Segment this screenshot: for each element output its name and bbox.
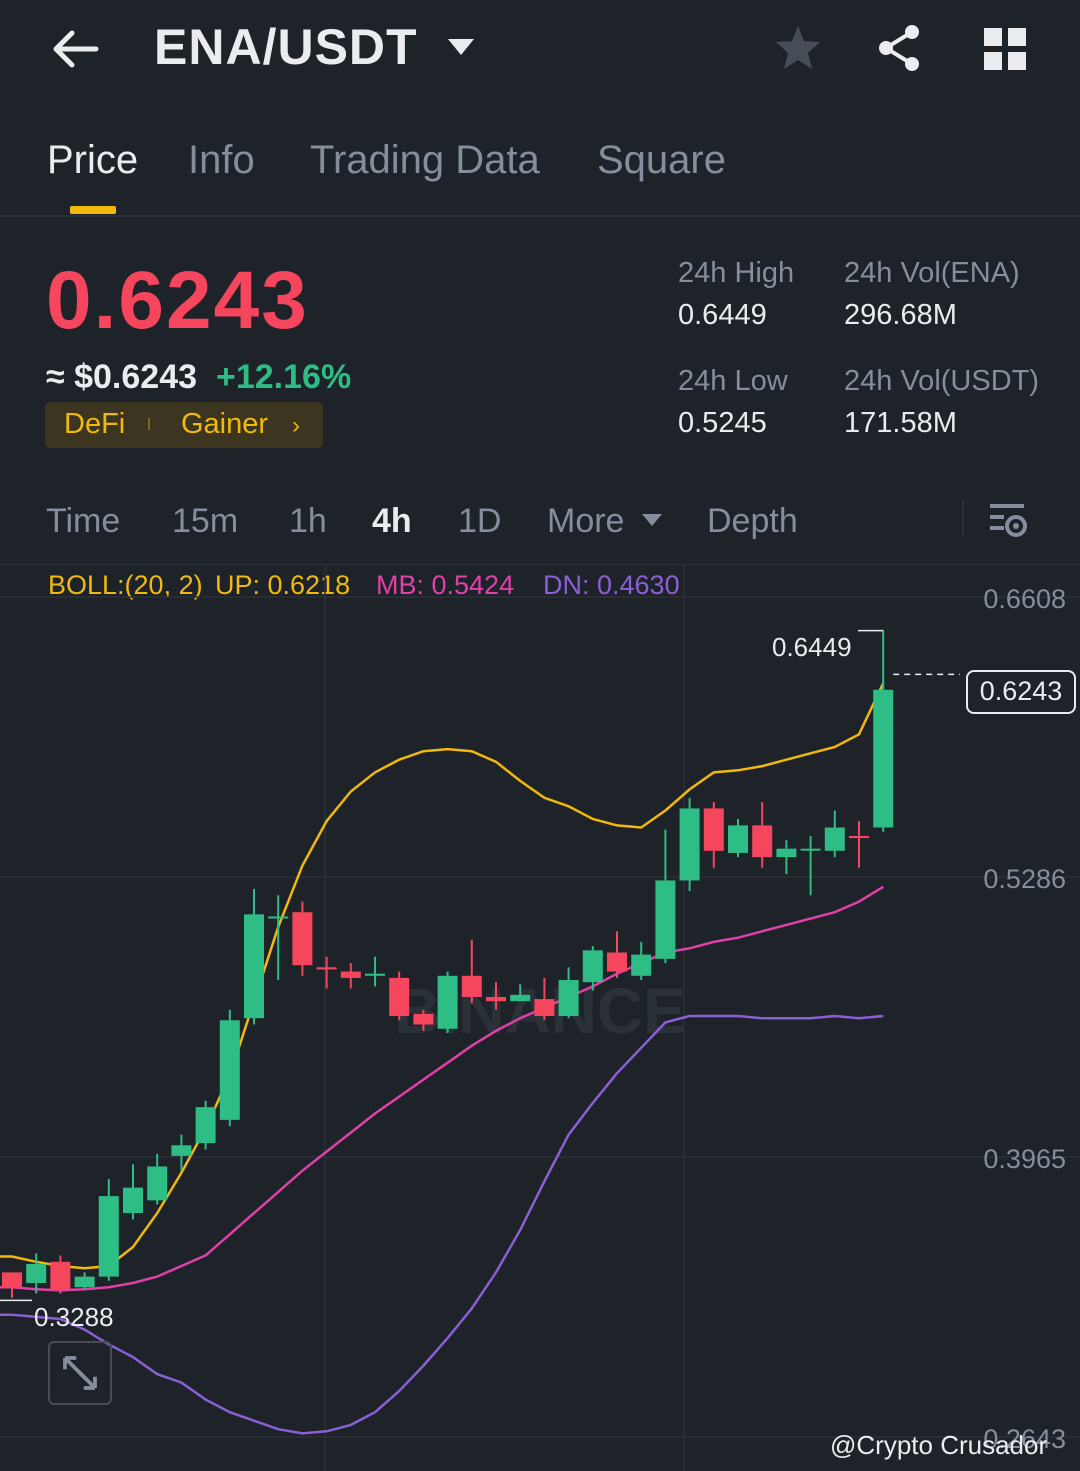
- tab-info[interactable]: Info: [188, 138, 255, 182]
- candle-body: [486, 996, 506, 1002]
- candle-body: [534, 999, 555, 1017]
- candle-body: [558, 980, 579, 1017]
- chart-settings-icon[interactable]: [986, 498, 1030, 542]
- candle-body: [873, 689, 894, 828]
- candle-body: [510, 994, 531, 1002]
- y-axis-label: 0.2643: [983, 1424, 1066, 1454]
- candle-body: [389, 977, 410, 1017]
- author-watermark: @Crypto Crusador: [830, 1430, 1048, 1460]
- candle-body: [679, 808, 700, 881]
- candle-body: [171, 1145, 192, 1156]
- tab-trading-data[interactable]: Trading Data: [310, 138, 540, 182]
- high-marker-label: 0.6449: [772, 632, 852, 662]
- candle-body: [292, 912, 313, 966]
- candle-body: [123, 1187, 143, 1214]
- candle-body: [461, 975, 482, 997]
- y-axis-label: 0.5286: [983, 864, 1066, 894]
- candle-body: [244, 914, 264, 1019]
- stat-vol-usdt-label: 24h Vol(USDT): [844, 365, 1040, 397]
- candle-body: [800, 848, 821, 851]
- stat-high-label: 24h High: [678, 257, 795, 289]
- timeframe-1h[interactable]: 1h: [289, 502, 327, 540]
- stat-low-value: 0.5245: [678, 407, 767, 439]
- candle-body: [824, 827, 845, 851]
- candle-body: [607, 952, 627, 972]
- stat-vol-usdt-value: 171.58M: [844, 407, 957, 439]
- boll-dn-line: [0, 1014, 884, 1435]
- tab-price[interactable]: Price: [47, 138, 139, 182]
- tag-pill[interactable]: [45, 402, 323, 448]
- boll-mb: MB: 0.5424: [376, 570, 515, 600]
- timeframe-1d[interactable]: 1D: [458, 502, 502, 540]
- last-price: 0.6243: [46, 255, 309, 346]
- candle-body: [849, 835, 869, 839]
- boll-dn: DN: 0.4630: [543, 570, 680, 600]
- tag-separator: [148, 418, 150, 430]
- low-marker-label: 0.3288: [34, 1302, 114, 1332]
- candlestick-chart[interactable]: BINANCE: [0, 565, 1080, 1471]
- share-icon[interactable]: [874, 22, 926, 74]
- pair-title[interactable]: ENA/USDT: [154, 19, 418, 75]
- candle-body: [437, 975, 458, 1029]
- candle-body: [752, 825, 773, 858]
- candle-body: [340, 971, 361, 978]
- toolbar-divider: [962, 500, 964, 536]
- current-price-badge: [966, 670, 1076, 714]
- back-arrow-icon[interactable]: [48, 22, 102, 76]
- active-tab-indicator: [70, 206, 116, 214]
- boll-up: UP: 0.6218: [215, 570, 351, 600]
- change-percent: +12.16%: [216, 358, 352, 396]
- candle-body: [631, 954, 652, 976]
- grid-icon[interactable]: [980, 24, 1030, 74]
- stat-high-value: 0.6449: [678, 299, 767, 331]
- timeframe-depth[interactable]: Depth: [707, 502, 798, 540]
- candle-body: [2, 1272, 22, 1288]
- tab-divider: [0, 215, 1080, 217]
- candle-body: [776, 848, 797, 858]
- usd-price: ≈ $0.6243: [46, 358, 198, 396]
- timeframe-15m[interactable]: 15m: [172, 502, 239, 540]
- y-axis-label: 0.3965: [983, 1144, 1066, 1174]
- boll-params: BOLL:(20, 2): [48, 570, 203, 600]
- candle-body: [74, 1276, 95, 1288]
- candle-body: [98, 1196, 119, 1277]
- candle-body: [219, 1020, 240, 1120]
- y-axis-label: 0.6608: [983, 584, 1066, 614]
- candle-body: [365, 973, 385, 976]
- stat-vol-ena-label: 24h Vol(ENA): [844, 257, 1020, 289]
- caret-down-icon[interactable]: [640, 512, 664, 528]
- candle-body: [655, 880, 676, 959]
- timeframe-time[interactable]: Time: [46, 502, 121, 540]
- candle-body: [50, 1261, 71, 1290]
- current-price-label: 0.6243: [979, 676, 1063, 706]
- caret-down-icon[interactable]: [446, 36, 476, 58]
- candle-body: [728, 825, 748, 853]
- boll-up-line: [0, 682, 885, 1270]
- star-icon[interactable]: [772, 22, 824, 74]
- candle-body: [195, 1107, 216, 1144]
- tag-defi[interactable]: DeFi: [64, 408, 126, 440]
- chart-top-divider: [0, 564, 1080, 565]
- candle-body: [413, 1013, 434, 1025]
- candle-body: [268, 916, 289, 919]
- candle-body: [316, 967, 337, 970]
- tag-gainer[interactable]: Gainer: [181, 408, 269, 440]
- stat-vol-ena-value: 296.68M: [844, 299, 957, 331]
- candle-body: [147, 1166, 168, 1201]
- candle-body: [26, 1263, 47, 1283]
- candle-body: [703, 808, 724, 851]
- timeframe-more[interactable]: More: [547, 502, 625, 540]
- tab-square[interactable]: Square: [597, 138, 726, 182]
- candle-body: [582, 950, 603, 983]
- expand-arrows-icon[interactable]: [48, 1341, 112, 1405]
- stat-low-label: 24h Low: [678, 365, 788, 397]
- boll-mb-line: [0, 885, 884, 1292]
- timeframe-4h[interactable]: 4h: [372, 502, 412, 540]
- chevron-right-icon[interactable]: ›: [292, 412, 300, 439]
